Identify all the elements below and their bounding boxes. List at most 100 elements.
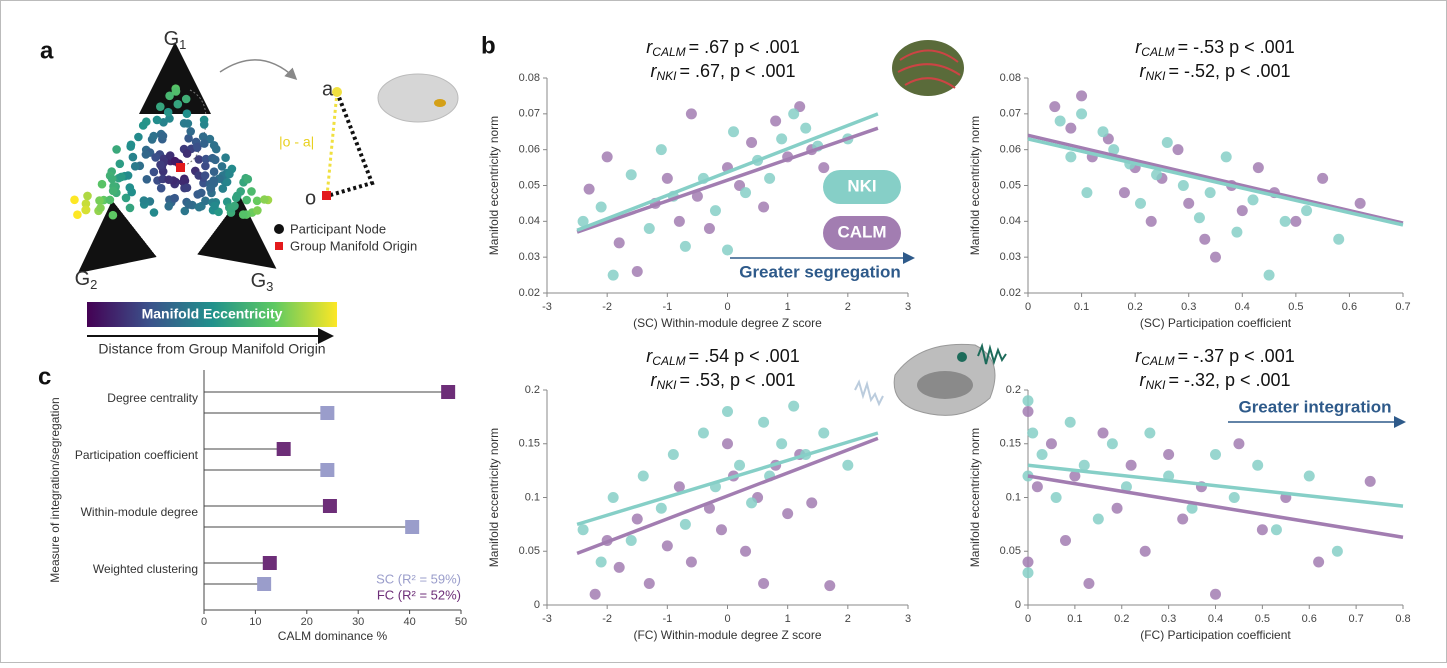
point: [824, 580, 836, 592]
manifold-node: [96, 203, 105, 213]
point: [818, 427, 830, 439]
x-tick-label: 10: [249, 616, 261, 628]
x-tick-label: 0.8: [1395, 613, 1410, 625]
manifold-node: [164, 202, 173, 211]
manifold-node: [170, 193, 179, 203]
point: [679, 518, 691, 530]
manifold-node: [180, 206, 190, 216]
point: [1036, 449, 1048, 460]
marker: [257, 577, 272, 591]
manifold-node: [260, 195, 269, 204]
axis-letter: G: [75, 268, 91, 290]
y-axis-label: Manifold eccentricity norm: [968, 116, 982, 255]
y-tick-label: 0.03: [1000, 251, 1021, 263]
y-tick-label: 0.05: [519, 545, 540, 557]
manifold-node: [197, 188, 206, 198]
point: [776, 133, 788, 145]
fit-line: [576, 431, 879, 527]
stat-text: = -.53 p < .001: [1178, 37, 1295, 57]
manifold-node: [238, 210, 248, 219]
manifold-node: [158, 131, 168, 141]
point: [595, 556, 607, 568]
point: [1022, 406, 1034, 417]
manifold-node: [165, 151, 175, 160]
point: [1097, 427, 1109, 439]
point: [788, 108, 800, 120]
manifold-node: [182, 109, 192, 118]
manifold-node: [156, 183, 166, 193]
y-tick-label: Degree centrality: [107, 391, 198, 405]
stat-symbol: r: [1139, 61, 1146, 81]
point-label: o: [305, 187, 316, 209]
stat-annotation: rCALM = .54 p < .001: [646, 346, 799, 368]
y-tick-label: 0.08: [1000, 72, 1021, 84]
point: [722, 406, 733, 417]
point: [1083, 578, 1095, 589]
marker: [441, 385, 456, 399]
point: [631, 266, 643, 277]
point: [764, 172, 776, 184]
manifold-node: [149, 131, 158, 141]
manifold-node: [115, 159, 125, 169]
fit-line: [576, 126, 879, 234]
x-tick-label: 30: [352, 616, 364, 628]
point: [1161, 137, 1173, 148]
point: [740, 187, 752, 199]
manifold-node: [149, 167, 159, 177]
manifold-diagram: [77, 42, 459, 344]
legend-badge: [823, 170, 901, 204]
point: [667, 449, 679, 460]
brain-icon: [377, 73, 459, 123]
signal-dark: [977, 342, 1007, 366]
y-tick-label: 0.08: [519, 72, 540, 84]
x-tick-label: -2: [602, 613, 612, 625]
point: [770, 115, 782, 127]
manifold-node: [252, 196, 262, 206]
x-tick-label: 0: [724, 301, 730, 313]
point: [746, 137, 758, 148]
x-tick-label: -3: [542, 301, 552, 313]
axis-letter: G: [164, 28, 180, 50]
distance-label: |o - a|: [279, 134, 314, 150]
point: [589, 588, 601, 600]
point: [788, 400, 800, 412]
point: [1256, 524, 1268, 536]
brain-node: [957, 352, 967, 362]
y-tick-label: 0.2: [1006, 384, 1021, 396]
x-tick-label: 2: [845, 613, 851, 625]
y-tick-label: 0.06: [1000, 144, 1021, 156]
node-a: [332, 87, 342, 97]
legend-label: SC (R² = 59%): [376, 571, 461, 586]
manifold-node: [184, 200, 194, 209]
manifold-origin: [176, 163, 185, 172]
point: [1228, 492, 1240, 503]
point-label: a: [322, 78, 334, 100]
point: [655, 502, 667, 514]
point: [1199, 233, 1211, 245]
manifold-node: [171, 87, 181, 96]
point: [1204, 187, 1216, 199]
stat-subscript: CALM: [652, 354, 685, 368]
point: [1145, 215, 1157, 227]
point: [631, 513, 643, 525]
g3-arrow: [197, 196, 277, 269]
stat-text: = -.52, p < .001: [1168, 61, 1290, 81]
point: [1076, 108, 1088, 120]
point: [1106, 438, 1118, 450]
manifold-node: [97, 179, 107, 189]
point: [1081, 187, 1093, 199]
point: [1236, 205, 1248, 217]
manifold-node: [221, 153, 230, 162]
manifold-node: [112, 145, 121, 154]
point: [1050, 492, 1062, 503]
fit-line: [576, 436, 879, 556]
stat-symbol: r: [646, 37, 653, 57]
stat-subscript: NKI: [656, 69, 677, 83]
point: [1031, 481, 1043, 493]
point: [1118, 187, 1130, 199]
y-tick-label: 0.03: [519, 251, 540, 263]
point: [782, 508, 794, 520]
point: [583, 183, 595, 195]
y-tick-label: 0.1: [1006, 491, 1021, 503]
point: [1151, 169, 1163, 181]
